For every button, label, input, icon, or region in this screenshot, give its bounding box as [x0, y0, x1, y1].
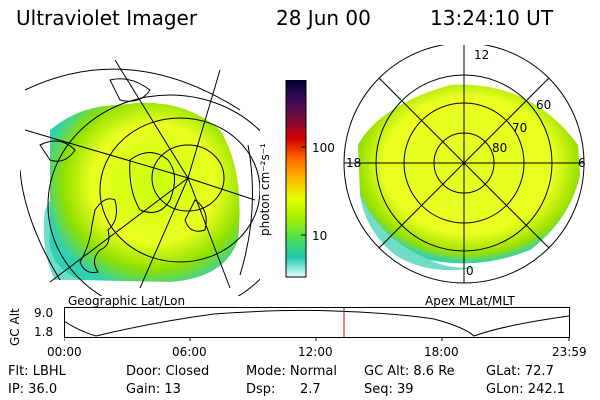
filter-info: Flt: LBHL: [8, 364, 66, 379]
altitude-ytick-low: 1.8: [34, 325, 54, 339]
aurora-emission-region: [49, 102, 240, 283]
geographic-map: [20, 59, 260, 296]
colorbar: [285, 80, 307, 278]
mlt-label-0: 0: [466, 264, 474, 278]
door-info: Door: Closed: [126, 364, 210, 379]
altitude-xtick-1200: 12:00: [298, 345, 333, 359]
colorbar-tick-10: 10: [312, 229, 328, 243]
gc-alt-info: GC Alt: 8.6 Re: [364, 364, 455, 379]
glat-info: GLat: 72.7: [486, 364, 554, 379]
observation-date: 28 Jun 00: [276, 6, 371, 30]
altitude-ytick-high: 9.0: [34, 306, 54, 320]
dsp-value: 2.7: [300, 382, 321, 397]
altitude-xtick-1800: 18:00: [424, 345, 459, 359]
altitude-plot: [64, 307, 570, 341]
mlat-label-80: 80: [492, 141, 508, 155]
aurora-cyan-band: [43, 200, 80, 280]
colorbar-unit-label: photon cm⁻²s⁻¹: [258, 143, 272, 236]
observation-time: 13:24:10 UT: [430, 6, 554, 30]
altitude-xtick-2359: 23:59: [552, 345, 587, 359]
mlt-label-12: 12: [474, 48, 490, 62]
mlat-label-70: 70: [512, 121, 528, 135]
instrument-title: Ultraviolet Imager: [16, 6, 198, 30]
mlat-label-60: 60: [536, 98, 552, 112]
altitude-xtick-0600: 06:00: [172, 345, 207, 359]
dsp-label: Dsp:: [246, 382, 276, 397]
apex-map-label: Apex MLat/MLT: [425, 294, 515, 308]
geographic-grid: [20, 59, 260, 296]
ip-info: IP: 36.0: [8, 382, 58, 397]
glon-info: GLon: 242.1: [486, 382, 566, 397]
apex-grid: [343, 45, 585, 284]
mlt-label-18: 18: [346, 156, 362, 170]
altitude-ylabel: GC Alt: [8, 308, 22, 346]
altitude-curve: [64, 309, 570, 337]
geographic-map-label: Geographic Lat/Lon: [68, 294, 186, 308]
gain-info: Gain: 13: [126, 382, 181, 397]
aurora-oval-edge: [360, 195, 480, 271]
apex-polar-map: [343, 45, 585, 284]
seq-info: Seq: 39: [364, 382, 414, 397]
mode-info: Mode: Normal: [246, 364, 337, 379]
coastlines: [39, 78, 207, 273]
altitude-xtick-0000: 00:00: [47, 345, 82, 359]
colorbar-tick-100: 100: [312, 141, 335, 155]
mlt-label-6: 6: [578, 156, 586, 170]
aurora-oval: [358, 84, 580, 264]
